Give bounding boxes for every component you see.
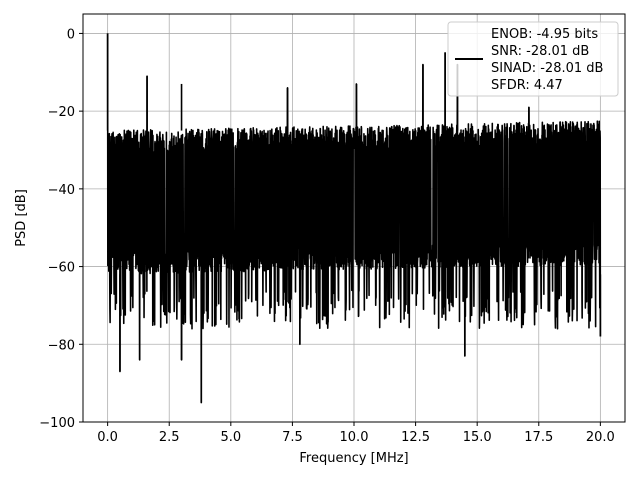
legend-entry-sfdr: SFDR: 4.47 bbox=[491, 78, 563, 93]
legend-entry-enob: ENOB: -4.95 bits bbox=[491, 27, 598, 42]
y-axis-label: PSD [dB] bbox=[14, 189, 29, 247]
legend-entry-snr: SNR: -28.01 dB bbox=[491, 44, 589, 59]
y-tick-label: 0 bbox=[67, 27, 75, 42]
y-tick-label: −40 bbox=[48, 183, 75, 198]
legend: ENOB: -4.95 bits SNR: -28.01 dB SINAD: -… bbox=[447, 21, 619, 97]
y-axis: 0 −20 −40 −60 −80 −100 bbox=[39, 27, 83, 431]
x-tick-label: 20.0 bbox=[586, 430, 615, 445]
x-tick-label: 12.5 bbox=[401, 430, 430, 445]
x-tick-label: 10.0 bbox=[340, 430, 369, 445]
x-axis: 0.0 2.5 5.0 7.5 10.0 12.5 15.0 17.5 20.0 bbox=[97, 422, 615, 445]
x-tick-label: 7.5 bbox=[282, 430, 303, 445]
x-tick-label: 0.0 bbox=[97, 430, 118, 445]
y-tick-label: −100 bbox=[39, 416, 75, 431]
y-tick-label: −20 bbox=[48, 105, 75, 120]
x-tick-label: 5.0 bbox=[220, 430, 241, 445]
x-tick-label: 17.5 bbox=[524, 430, 553, 445]
y-tick-label: −60 bbox=[48, 261, 75, 276]
legend-box bbox=[447, 21, 619, 97]
legend-entry-sinad: SINAD: -28.01 dB bbox=[491, 61, 603, 76]
psd-series-line bbox=[106, 33, 602, 404]
x-tick-label: 2.5 bbox=[159, 430, 180, 445]
x-axis-label: Frequency [MHz] bbox=[299, 451, 408, 466]
series-trace bbox=[106, 33, 602, 404]
x-tick-label: 15.0 bbox=[463, 430, 492, 445]
y-tick-label: −80 bbox=[48, 338, 75, 353]
